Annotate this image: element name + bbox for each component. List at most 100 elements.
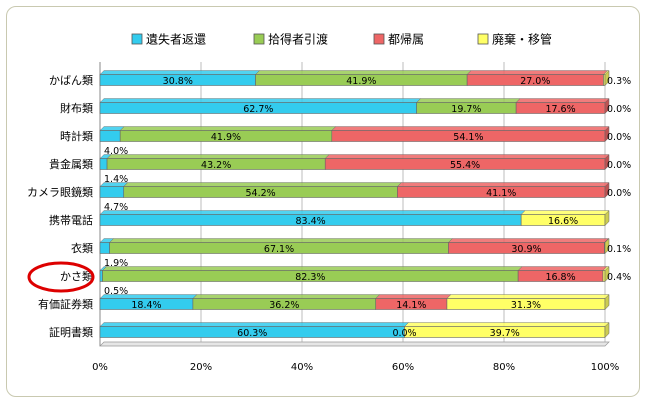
data-label: 0.0% <box>607 132 631 143</box>
bar-segment <box>99 186 125 198</box>
bar-top-face <box>99 210 526 215</box>
bar-side-face <box>604 321 610 339</box>
bar-top-face <box>403 322 610 327</box>
data-label: 55.4% <box>450 160 480 171</box>
bar-side-face <box>604 153 610 171</box>
bar-top-face <box>446 294 610 299</box>
bar-segment <box>99 270 103 282</box>
data-label: 41.9% <box>211 132 241 143</box>
bar-side-face <box>604 293 610 311</box>
legend-label: 都帰属 <box>388 33 424 47</box>
data-label: 67.1% <box>264 244 294 255</box>
data-label: 30.9% <box>511 244 541 255</box>
legend-swatch <box>373 33 385 45</box>
data-label: 4.7% <box>104 202 128 213</box>
category-label: 有価証券類 <box>38 297 93 311</box>
data-label: 16.8% <box>545 272 575 283</box>
data-label: 41.9% <box>346 76 376 87</box>
category-label: 貴金属類 <box>49 157 93 171</box>
x-tick-label: 40% <box>291 362 313 373</box>
bar-top-face <box>99 182 129 187</box>
category-label: 携帯電話 <box>49 213 93 227</box>
data-label: 0.1% <box>607 244 631 255</box>
data-label: 54.2% <box>245 188 275 199</box>
bar-top-face <box>106 154 330 159</box>
highlight-ellipse <box>27 261 95 293</box>
legend-label: 廃棄・移管 <box>492 32 552 47</box>
category-label: 時計類 <box>60 129 93 143</box>
data-label: 54.1% <box>453 132 483 143</box>
bar-top-face <box>416 98 521 103</box>
x-tick-label: 0% <box>92 362 108 373</box>
data-label: 17.6% <box>545 104 575 115</box>
x-tick-label: 20% <box>190 362 212 373</box>
bar-top-face <box>324 154 610 159</box>
bar-top-face <box>331 126 610 131</box>
bar-segment <box>99 130 121 142</box>
data-label: 14.1% <box>396 300 426 311</box>
legend-swatch <box>131 33 143 45</box>
data-label: 39.7% <box>490 328 520 339</box>
data-label: 16.6% <box>548 216 578 227</box>
bar-side-face <box>604 265 610 283</box>
category-label: かばん類 <box>49 74 93 87</box>
bar-top-face <box>517 266 608 271</box>
category-label: 証明書類 <box>49 325 93 339</box>
bar-top-face <box>99 70 261 75</box>
data-label: 60.3% <box>237 328 267 339</box>
data-label: 36.2% <box>269 300 299 311</box>
data-label: 1.9% <box>104 258 128 269</box>
legend-swatch <box>253 33 265 45</box>
data-label: 31.3% <box>511 300 541 311</box>
data-label: 1.4% <box>104 174 128 185</box>
data-label: 62.7% <box>243 104 273 115</box>
bar-side-face <box>604 125 610 143</box>
bar-top-face <box>375 294 452 299</box>
data-label: 0.0% <box>607 160 631 171</box>
bar-top-face <box>447 238 610 243</box>
data-label: 0.3% <box>607 76 631 87</box>
legend-label: 遺失者返還 <box>146 32 206 47</box>
legend-swatch <box>477 33 489 45</box>
bar-side-face <box>604 69 610 87</box>
data-label: 18.4% <box>131 300 161 311</box>
data-label: 43.2% <box>201 160 231 171</box>
data-label: 0.0% <box>607 104 631 115</box>
data-label: 27.0% <box>520 76 550 87</box>
data-label: 83.4% <box>295 216 325 227</box>
data-label: 0.0% <box>392 328 416 339</box>
data-label: 4.0% <box>104 146 128 157</box>
category-label: かさ類 <box>60 270 93 283</box>
data-label: 30.8% <box>163 76 193 87</box>
x-tick-label: 100% <box>591 362 620 373</box>
bar-segment <box>99 158 108 170</box>
bar-side-face <box>604 97 610 115</box>
data-label: 41.1% <box>486 188 516 199</box>
x-tick-label: 60% <box>392 362 414 373</box>
category-label: 衣類 <box>71 241 93 255</box>
bar-side-face <box>604 237 610 255</box>
category-label: 財布類 <box>60 101 93 115</box>
bar-segment <box>602 270 606 282</box>
bar-top-face <box>99 98 422 103</box>
bar-side-face <box>604 209 610 227</box>
bar-segment <box>99 242 110 254</box>
category-label: カメラ眼鏡類 <box>27 185 93 199</box>
bar-top-face <box>254 70 472 75</box>
data-label: 82.3% <box>295 272 325 283</box>
data-label: 0.4% <box>607 272 631 283</box>
axis-floor <box>99 341 610 347</box>
bar-top-face <box>99 294 198 299</box>
bar-top-face <box>119 126 337 131</box>
bar-top-face <box>192 294 381 299</box>
x-tick-label: 80% <box>493 362 515 373</box>
bar-top-face <box>396 182 610 187</box>
bar-side-face <box>604 181 610 199</box>
bar-top-face <box>466 70 609 75</box>
bar-top-face <box>99 322 410 327</box>
bar-top-face <box>123 182 403 187</box>
legend-label: 拾得者引渡 <box>268 32 328 47</box>
bar-top-face <box>520 210 610 215</box>
bar-top-face <box>108 238 454 243</box>
